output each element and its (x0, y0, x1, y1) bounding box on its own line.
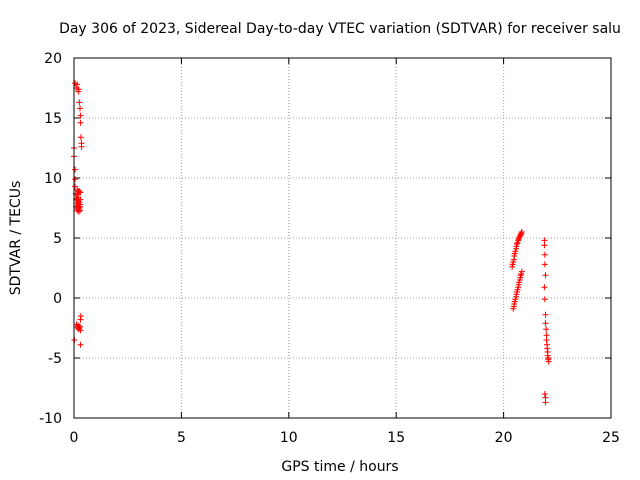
y-tick-label: 20 (44, 51, 62, 67)
x-tick-label: 15 (387, 430, 405, 446)
y-tick-label: 15 (44, 111, 62, 127)
data-point (76, 188, 83, 195)
data-point (513, 241, 520, 247)
data-point (78, 143, 85, 150)
x-axis-label: GPS time / hours (281, 459, 398, 475)
x-tick-label: 0 (70, 430, 79, 446)
data-point (542, 320, 549, 327)
data-point (518, 230, 525, 237)
data-point (542, 272, 549, 279)
data-point (541, 391, 548, 397)
data-point (72, 183, 79, 190)
y-axis-label: SDTVAR / TECUs (8, 181, 24, 296)
data-point (72, 176, 79, 183)
data-points (71, 80, 552, 406)
data-point (545, 358, 552, 365)
data-point (543, 326, 550, 333)
data-point (541, 261, 548, 268)
x-tick-label: 5 (177, 430, 186, 446)
data-point (518, 268, 525, 275)
y-tick-label: -10 (39, 411, 62, 427)
data-point (541, 284, 548, 291)
data-point (541, 242, 548, 249)
data-point (77, 189, 84, 196)
x-tick-label: 10 (280, 430, 298, 446)
data-point (77, 196, 84, 203)
grid-lines (74, 58, 611, 418)
data-point (75, 86, 82, 93)
data-point (77, 119, 84, 126)
data-point (72, 166, 79, 173)
data-point (72, 80, 79, 87)
data-point (75, 208, 82, 215)
data-point (542, 399, 549, 406)
data-point (542, 311, 549, 318)
data-point (77, 207, 84, 214)
x-tick-label: 20 (495, 430, 513, 446)
y-tick-label: 5 (53, 231, 62, 247)
data-point (77, 112, 84, 119)
data-point (77, 327, 84, 334)
chart-title: Day 306 of 2023, Sidereal Day-to-day VTE… (59, 21, 621, 37)
data-point (77, 313, 84, 319)
plot-frame (73, 57, 612, 419)
y-tick-label: 0 (53, 291, 62, 307)
axis-ticks: 0 5 10 15 20 25 -10 -5 0 5 10 15 20 (39, 51, 620, 446)
x-tick-label: 25 (602, 430, 620, 446)
data-point (518, 229, 525, 235)
data-point (77, 341, 84, 348)
data-point (77, 105, 84, 112)
y-tick-label: 10 (44, 171, 62, 187)
data-point (77, 134, 84, 141)
y-tick-label: -5 (48, 351, 62, 367)
data-point (541, 251, 548, 258)
data-point (541, 296, 548, 303)
data-point (76, 99, 83, 106)
